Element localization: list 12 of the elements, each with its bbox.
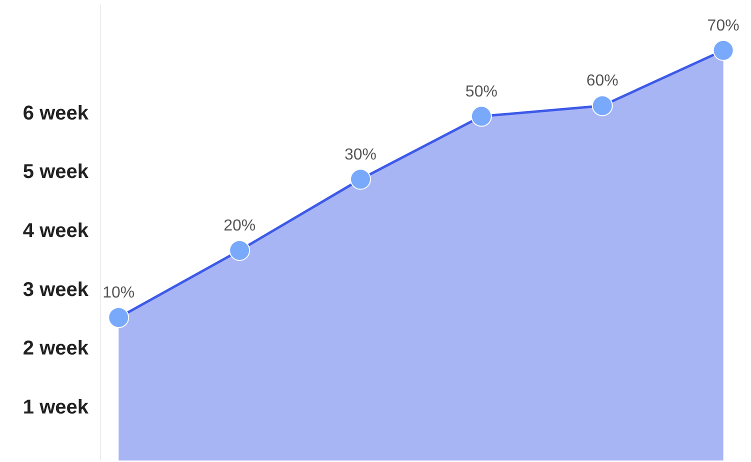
y-tick-label: 2 week — [22, 338, 90, 360]
y-tick-label: 5 week — [22, 161, 90, 184]
annotation: 70% — [707, 17, 740, 34]
y-tick-label: 1 week — [22, 396, 90, 419]
y-tick-label: 3 week — [22, 278, 90, 301]
annotation: 50% — [465, 83, 498, 100]
annotation: 20% — [224, 217, 256, 234]
y-tick-label: 6 week — [22, 102, 90, 124]
annotation: 60% — [586, 72, 618, 90]
annotation: 30% — [344, 146, 377, 164]
y-tick-label: 4 week — [22, 220, 90, 242]
annotation: 10% — [102, 284, 135, 302]
